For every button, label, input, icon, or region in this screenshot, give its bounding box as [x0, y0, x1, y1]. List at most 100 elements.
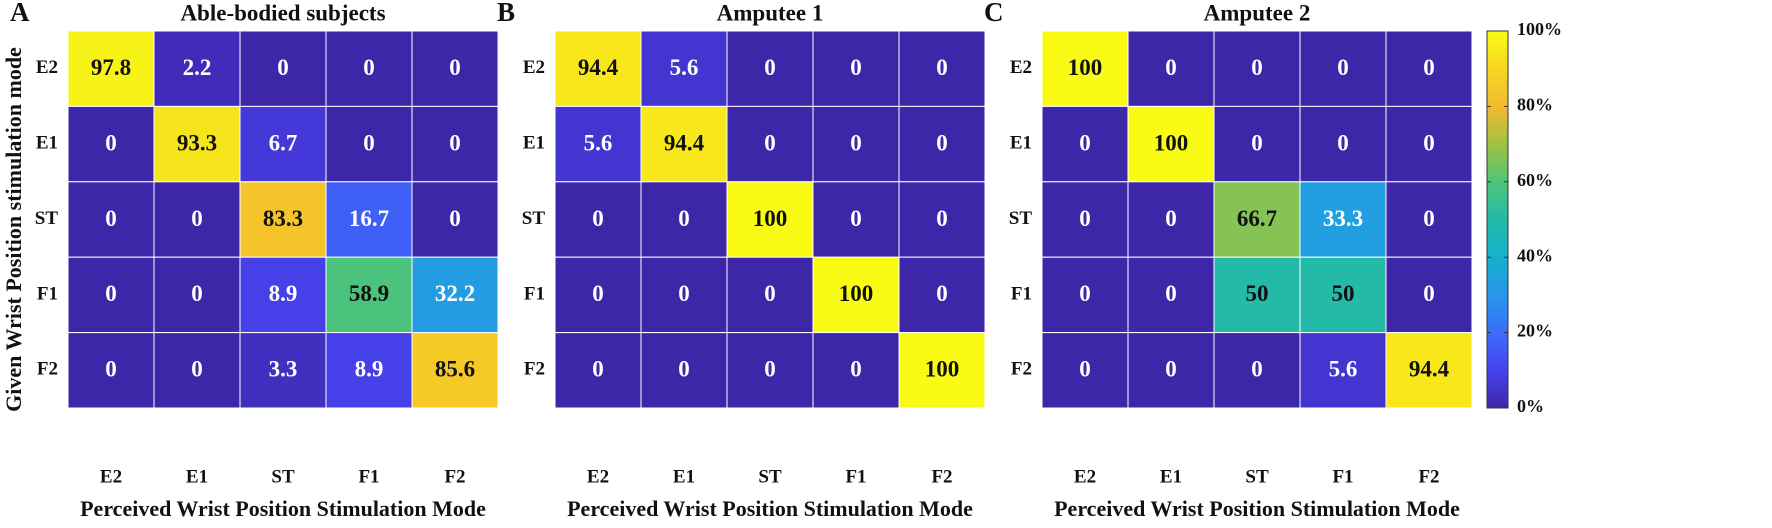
cell: [153, 256, 241, 334]
cell-label: 0: [277, 55, 289, 80]
cell-label: 0: [1251, 130, 1263, 155]
x-tick-label: F2: [1418, 466, 1439, 487]
cell-label: 83.3: [263, 206, 303, 231]
cell: [1299, 105, 1387, 183]
cell: [325, 256, 413, 334]
cell: [153, 181, 241, 258]
cell: [1299, 256, 1387, 334]
colorbar-tick-label: 40%: [1517, 245, 1553, 265]
cell-label: 0: [1423, 281, 1435, 306]
y-tick-label: ST: [1009, 208, 1033, 229]
cell: [1041, 181, 1129, 258]
cell-label: 6.7: [269, 130, 298, 155]
cell: [1041, 105, 1129, 183]
cell: [239, 181, 327, 258]
cell: [726, 332, 814, 409]
cell-label: 0: [449, 55, 461, 80]
x-tick-label: E2: [1074, 466, 1096, 487]
cell: [1127, 256, 1215, 334]
cell: [1385, 30, 1473, 107]
cell-label: 0: [363, 130, 375, 155]
cell: [239, 256, 327, 334]
cell-label: 0: [1079, 281, 1091, 306]
cell: [67, 332, 155, 409]
cell: [812, 30, 900, 107]
cell: [153, 332, 241, 409]
cell-label: 0: [1251, 357, 1263, 382]
cell: [325, 30, 413, 107]
cell-label: 0: [592, 281, 604, 306]
cell-label: 0: [678, 357, 690, 382]
cell: [898, 105, 986, 183]
y-tick-label: E2: [523, 57, 545, 78]
cell-label: 0: [191, 281, 203, 306]
cell: [1213, 332, 1301, 409]
cell-label: 58.9: [349, 281, 389, 306]
y-tick-label: E1: [523, 132, 545, 153]
y-tick-label: F1: [524, 283, 545, 304]
cell-label: 50: [1246, 281, 1269, 306]
cell-label: 94.4: [664, 130, 705, 155]
cell-label: 0: [764, 357, 776, 382]
cell: [726, 256, 814, 334]
cell-label: 0: [191, 206, 203, 231]
cell-label: 0: [936, 206, 948, 231]
cell-label: 50: [1332, 281, 1355, 306]
cell: [1299, 332, 1387, 409]
cell-label: 100: [753, 206, 788, 231]
cell-label: 32.2: [435, 281, 475, 306]
cell-label: 0: [1079, 357, 1091, 382]
cell-label: 0: [1165, 206, 1177, 231]
x-tick-label: E2: [587, 466, 609, 487]
panel-label: A: [10, 0, 30, 27]
cell: [1299, 30, 1387, 107]
cell-label: 66.7: [1237, 206, 1277, 231]
cell-label: 93.3: [177, 130, 217, 155]
x-tick-label: E1: [1160, 466, 1182, 487]
cell: [67, 256, 155, 334]
cell-label: 0: [850, 206, 862, 231]
x-tick-label: ST: [1245, 466, 1269, 487]
cell-label: 0: [936, 130, 948, 155]
cell: [1041, 332, 1129, 409]
x-tick-label: ST: [758, 466, 782, 487]
cell-label: 5.6: [584, 130, 613, 155]
x-tick-label: E2: [100, 466, 122, 487]
cell-label: 2.2: [183, 55, 212, 80]
colorbar: [1486, 30, 1509, 409]
cell-label: 0: [1165, 281, 1177, 306]
cell-label: 94.4: [1409, 357, 1450, 382]
cell: [1385, 256, 1473, 334]
y-tick-label: F1: [1011, 283, 1032, 304]
y-tick-label: E2: [1010, 57, 1032, 78]
cell: [812, 181, 900, 258]
panel-label: B: [497, 0, 515, 27]
cell-label: 0: [1337, 55, 1349, 80]
cell-label: 100: [1154, 130, 1189, 155]
cell-label: 85.6: [435, 357, 475, 382]
y-tick-label: E2: [36, 57, 58, 78]
cell-label: 100: [1068, 55, 1103, 80]
cell: [239, 30, 327, 107]
cell-label: 0: [449, 206, 461, 231]
cell: [1041, 30, 1129, 107]
cell-label: 8.9: [355, 357, 384, 382]
cell: [1299, 181, 1387, 258]
colorbar-tick-label: 20%: [1517, 321, 1553, 341]
y-tick-label: E1: [1010, 132, 1032, 153]
cell: [1213, 30, 1301, 107]
cell: [898, 332, 986, 409]
cell-label: 16.7: [349, 206, 389, 231]
chart-title: Amputee 1: [717, 0, 824, 25]
cell-label: 3.3: [269, 357, 298, 382]
cell-label: 0: [1423, 206, 1435, 231]
cell-label: 0: [850, 55, 862, 80]
cell: [411, 30, 499, 107]
cell-label: 0: [105, 206, 117, 231]
y-tick-label: ST: [522, 208, 546, 229]
y-tick-label: F1: [37, 283, 58, 304]
colorbar-tick-label: 80%: [1517, 95, 1553, 115]
x-axis-label: Perceived Wrist Position Stimulation Mod…: [567, 496, 973, 521]
